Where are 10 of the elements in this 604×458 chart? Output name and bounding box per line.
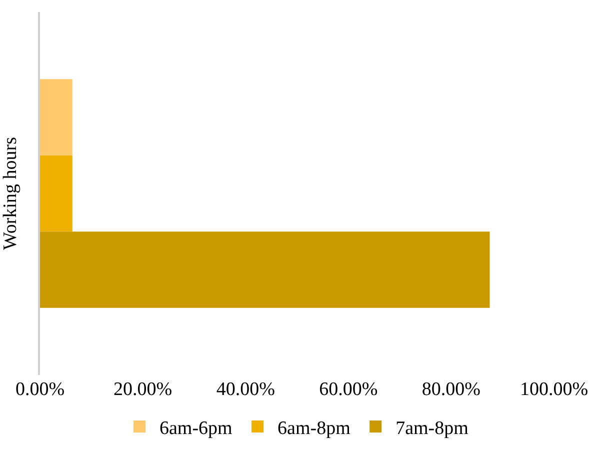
legend-label: 6am-6pm — [160, 418, 233, 439]
x-tick-label: 20.00% — [114, 379, 172, 400]
x-tick-label: 100.00% — [520, 379, 588, 400]
legend-label: 6am-8pm — [278, 418, 351, 439]
x-tick-label: 80.00% — [422, 379, 481, 400]
x-tick-label: 40.00% — [216, 379, 276, 400]
legend-label: 7am-8pm — [396, 418, 469, 439]
x-tick-label: 60.00% — [319, 379, 378, 400]
y-axis-title: Working hours — [0, 137, 21, 250]
x-tick-label: 0.00% — [15, 379, 65, 400]
